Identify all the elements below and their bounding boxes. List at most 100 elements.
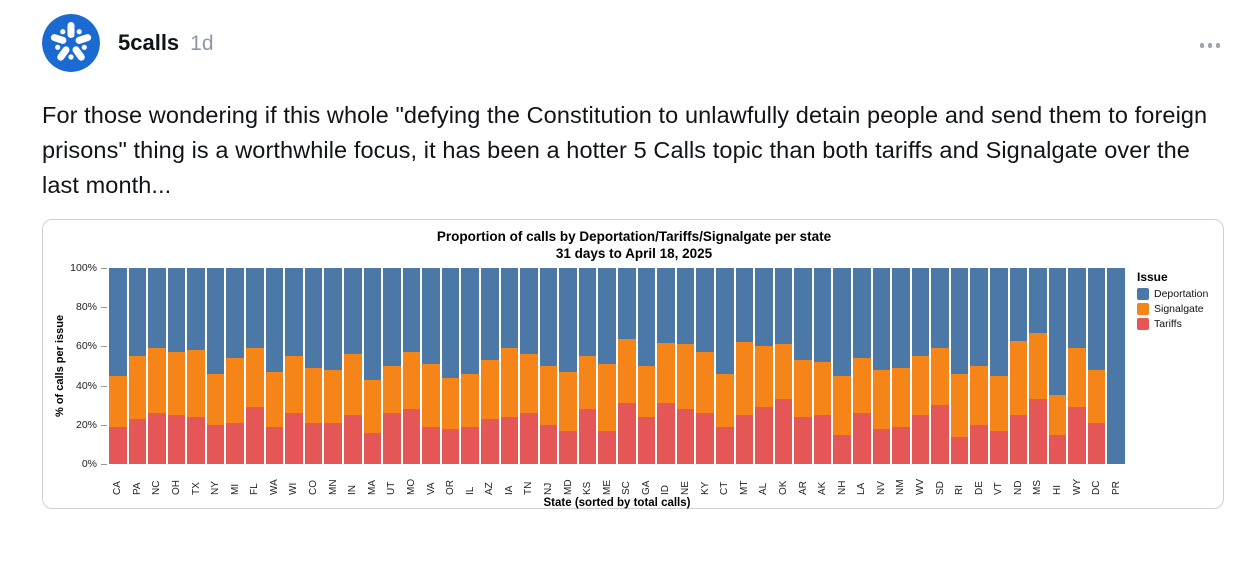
segment-tariffs <box>657 403 675 464</box>
segment-deportation <box>755 268 773 347</box>
bar-wi <box>285 268 303 464</box>
timestamp[interactable]: 1d <box>190 32 214 55</box>
x-tick-label: WV <box>914 478 926 495</box>
segment-deportation <box>480 268 499 361</box>
segment-signalgate <box>285 356 303 414</box>
x-tick-label: MD <box>562 479 574 495</box>
segment-signalgate <box>343 354 362 415</box>
segment-signalgate <box>618 338 636 404</box>
segment-tariffs <box>559 430 577 464</box>
segment-tariffs <box>931 405 949 464</box>
segment-signalgate <box>813 362 832 415</box>
x-tick-label: GA <box>640 480 652 495</box>
segment-signalgate <box>833 375 851 435</box>
segment-deportation <box>206 268 225 374</box>
x-tick-label: LA <box>856 482 868 495</box>
x-tick-label: AZ <box>484 482 496 495</box>
bar-la <box>852 268 871 464</box>
x-tick-label: WA <box>268 479 280 495</box>
segment-tariffs <box>696 413 714 464</box>
segment-deportation <box>970 268 989 367</box>
bar-nc <box>148 268 166 464</box>
bar-ak <box>813 268 832 464</box>
segment-deportation <box>833 268 851 376</box>
segment-signalgate <box>304 367 323 423</box>
x-tick-label: OR <box>445 480 457 495</box>
segment-signalgate <box>461 373 479 427</box>
segment-signalgate <box>520 354 538 414</box>
bar-or <box>441 268 460 464</box>
x-tick-label: NH <box>836 480 848 495</box>
x-tick-label: MN <box>327 479 339 495</box>
bar-az <box>480 268 499 464</box>
segment-tariffs <box>265 426 284 464</box>
segment-tariffs <box>285 413 303 464</box>
author-line: 5calls 1d <box>118 30 214 56</box>
segment-signalgate <box>892 367 910 427</box>
bar-sd <box>931 268 949 464</box>
segment-signalgate <box>383 366 401 414</box>
segment-signalgate <box>402 352 421 410</box>
bar-vt <box>990 268 1008 464</box>
x-tick-label: DC <box>1091 480 1103 495</box>
segment-signalgate <box>950 373 969 437</box>
x-tick-label: VA <box>425 482 437 495</box>
y-axis-title: % of calls per issue <box>54 314 66 418</box>
segment-deportation <box>402 268 421 353</box>
segment-signalgate <box>246 348 264 408</box>
author-name[interactable]: 5calls <box>118 30 180 55</box>
segment-deportation <box>911 268 930 357</box>
segment-deportation <box>128 268 147 357</box>
segment-tariffs <box>128 418 147 464</box>
segment-deportation <box>696 268 714 353</box>
segment-tariffs <box>833 434 851 464</box>
x-axis-title: State (sorted by total calls) <box>543 497 691 509</box>
segment-signalgate <box>363 379 382 433</box>
segment-tariffs <box>911 415 930 464</box>
segment-signalgate <box>187 350 205 417</box>
y-tick-label: 100% <box>70 262 107 274</box>
segment-tariffs <box>480 418 499 464</box>
bar-ok <box>774 268 793 464</box>
bar-fl <box>246 268 264 464</box>
segment-tariffs <box>618 403 636 464</box>
segment-tariffs <box>990 430 1008 464</box>
bar-mi <box>226 268 245 464</box>
segment-tariffs <box>715 426 734 464</box>
segment-tariffs <box>970 424 989 464</box>
bar-va <box>422 268 440 464</box>
segment-signalgate <box>480 360 499 419</box>
segment-signalgate <box>990 375 1008 431</box>
segment-signalgate <box>1048 395 1067 435</box>
segment-tariffs <box>109 426 127 464</box>
bar-ri <box>950 268 969 464</box>
x-tick-label: CA <box>112 481 124 495</box>
avatar-circle <box>42 14 100 72</box>
x-tick-label: ND <box>1012 480 1024 495</box>
chart-legend: Issue Deportation Signalgate Tariffs <box>1125 268 1217 333</box>
bar-sc <box>618 268 636 464</box>
post-embedded-chart[interactable]: Proportion of calls by Deportation/Tarif… <box>42 219 1224 509</box>
segment-deportation <box>774 268 793 345</box>
segment-signalgate <box>872 369 891 429</box>
segment-deportation <box>148 268 166 349</box>
bar-ky <box>696 268 714 464</box>
x-tick-label: KS <box>582 481 594 495</box>
bar-ut <box>383 268 401 464</box>
bar-wv <box>911 268 930 464</box>
x-tick-label: AK <box>817 481 829 495</box>
post-header: 5calls 1d <box>42 14 1222 72</box>
segment-signalgate <box>676 344 695 410</box>
more-options-button[interactable] <box>1194 28 1222 59</box>
segment-deportation <box>990 268 1008 376</box>
bar-nj <box>539 268 558 464</box>
x-tick-label: MO <box>405 478 417 495</box>
avatar[interactable] <box>42 14 100 72</box>
legend-item-tariffs: Tariffs <box>1137 318 1217 330</box>
segment-deportation <box>598 268 617 365</box>
x-tick-label: NY <box>210 481 222 495</box>
segment-tariffs <box>892 426 910 464</box>
bar-co <box>304 268 323 464</box>
x-tick-label: TN <box>523 481 535 495</box>
legend-label: Signalgate <box>1154 303 1204 315</box>
